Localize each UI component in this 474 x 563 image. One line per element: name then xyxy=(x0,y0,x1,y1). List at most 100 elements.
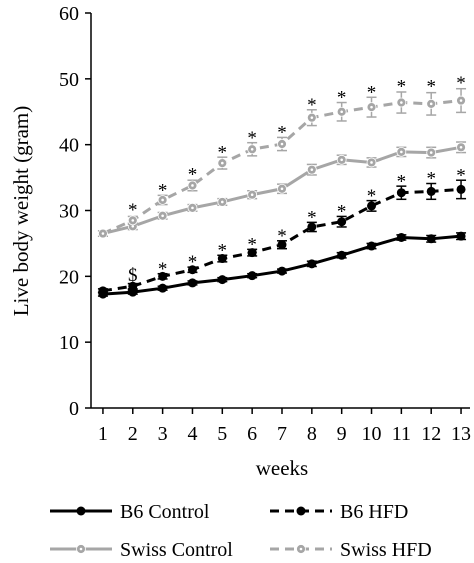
x-axis-title: weeks xyxy=(256,456,308,480)
significance-asterisk: * xyxy=(397,171,407,192)
data-point xyxy=(367,241,377,251)
series-b6-hfd xyxy=(97,179,467,296)
data-point xyxy=(307,222,317,232)
significance-asterisk: * xyxy=(397,76,407,97)
data-point xyxy=(307,259,317,269)
significance-asterisk: * xyxy=(307,95,317,116)
legend-label: B6 HFD xyxy=(340,501,408,523)
significance-asterisk: * xyxy=(188,165,198,186)
data-point xyxy=(426,234,436,244)
significance-asterisk: * xyxy=(128,200,138,221)
data-point xyxy=(187,278,197,288)
significance-asterisk: * xyxy=(456,165,466,186)
significance-asterisk: * xyxy=(367,82,377,103)
annotations-layer: * * * * * * * * * * * * $ * * * * * * * * * * * xyxy=(128,73,466,286)
legend-item-swiss-hfd: Swiss HFD xyxy=(270,539,432,561)
significance-dollar: $ xyxy=(128,265,138,286)
legend-label: Swiss Control xyxy=(120,539,233,561)
x-tick-label: 2 xyxy=(128,423,138,445)
data-point-center xyxy=(101,232,105,235)
legend: B6 Control B6 HFD Swiss Control Swiss HFD xyxy=(50,501,432,561)
legend-swatch-marker-center xyxy=(299,547,303,551)
data-point-center xyxy=(340,110,343,114)
data-point-center xyxy=(131,219,135,222)
significance-asterisk: * xyxy=(158,259,168,280)
x-tick-label: 4 xyxy=(187,423,197,445)
data-point xyxy=(217,275,227,285)
x-tick-label: 3 xyxy=(158,423,168,445)
significance-asterisk: * xyxy=(277,123,287,144)
data-point xyxy=(456,231,466,241)
x-tick-label: 8 xyxy=(307,423,317,445)
data-point-center xyxy=(280,142,284,146)
significance-asterisk: * xyxy=(337,202,347,223)
data-point-center xyxy=(429,151,433,154)
data-point-center xyxy=(459,99,463,102)
data-point-center xyxy=(400,150,403,154)
data-point xyxy=(277,266,287,276)
series-line xyxy=(102,99,462,235)
x-tick-label: 12 xyxy=(421,423,441,445)
x-tick-label: 6 xyxy=(247,423,257,445)
legend-label: Swiss HFD xyxy=(340,539,432,561)
legend-item-b6-hfd: B6 HFD xyxy=(270,501,408,523)
data-point xyxy=(247,271,257,281)
x-tick-label: 5 xyxy=(217,423,227,445)
y-tick-label: 30 xyxy=(59,201,79,223)
x-tick-label: 7 xyxy=(277,423,287,445)
significance-asterisk: * xyxy=(426,169,436,190)
y-axis-ticks: 0 10 20 30 40 50 60 xyxy=(59,3,91,420)
significance-asterisk: * xyxy=(247,128,257,149)
data-point xyxy=(187,265,197,275)
significance-asterisk: * xyxy=(218,240,228,261)
data-point-center xyxy=(161,214,164,218)
y-tick-label: 50 xyxy=(59,69,79,91)
data-point-center xyxy=(191,206,194,210)
y-tick-label: 20 xyxy=(59,266,79,288)
significance-asterisk: * xyxy=(367,186,377,207)
data-point-center xyxy=(221,161,224,165)
data-point xyxy=(367,201,377,211)
data-point-center xyxy=(250,193,254,196)
data-point-center xyxy=(400,101,403,104)
legend-label: B6 Control xyxy=(120,501,210,523)
data-point xyxy=(396,232,406,242)
series-swiss-hfd xyxy=(97,87,467,239)
data-point xyxy=(426,186,436,196)
data-point xyxy=(98,286,108,296)
data-point xyxy=(247,248,257,258)
y-tick-label: 10 xyxy=(59,332,79,354)
significance-asterisk: * xyxy=(218,142,228,163)
significance-asterisk: * xyxy=(307,207,317,228)
y-tick-label: 0 xyxy=(69,398,79,420)
x-tick-label: 10 xyxy=(362,423,382,445)
data-point-center xyxy=(459,146,463,149)
y-axis-title: Live body weight (gram) xyxy=(9,106,33,317)
data-point-center xyxy=(310,116,314,119)
data-point-center xyxy=(191,184,194,187)
data-point xyxy=(337,250,347,260)
significance-asterisk: * xyxy=(158,180,168,201)
significance-asterisk: * xyxy=(188,252,198,273)
data-point xyxy=(277,240,287,250)
data-point xyxy=(158,271,168,281)
data-point-center xyxy=(370,105,373,109)
data-point xyxy=(158,283,168,293)
series-layer xyxy=(97,87,467,299)
significance-asterisk: * xyxy=(277,226,287,247)
y-tick-label: 40 xyxy=(59,135,79,157)
legend-swatch-marker xyxy=(76,506,86,516)
legend-swatch-marker xyxy=(296,506,306,516)
legend-swatch-marker-center xyxy=(79,547,83,551)
x-tick-label: 13 xyxy=(451,423,471,445)
significance-asterisk: * xyxy=(337,88,347,109)
y-tick-label: 60 xyxy=(59,3,79,25)
legend-item-swiss-control: Swiss Control xyxy=(50,539,233,561)
significance-asterisk: * xyxy=(456,73,466,94)
data-point xyxy=(396,188,406,198)
data-point-center xyxy=(310,168,314,171)
significance-asterisk: * xyxy=(247,234,257,255)
series-b6-control xyxy=(97,231,467,299)
data-point-center xyxy=(429,102,433,106)
